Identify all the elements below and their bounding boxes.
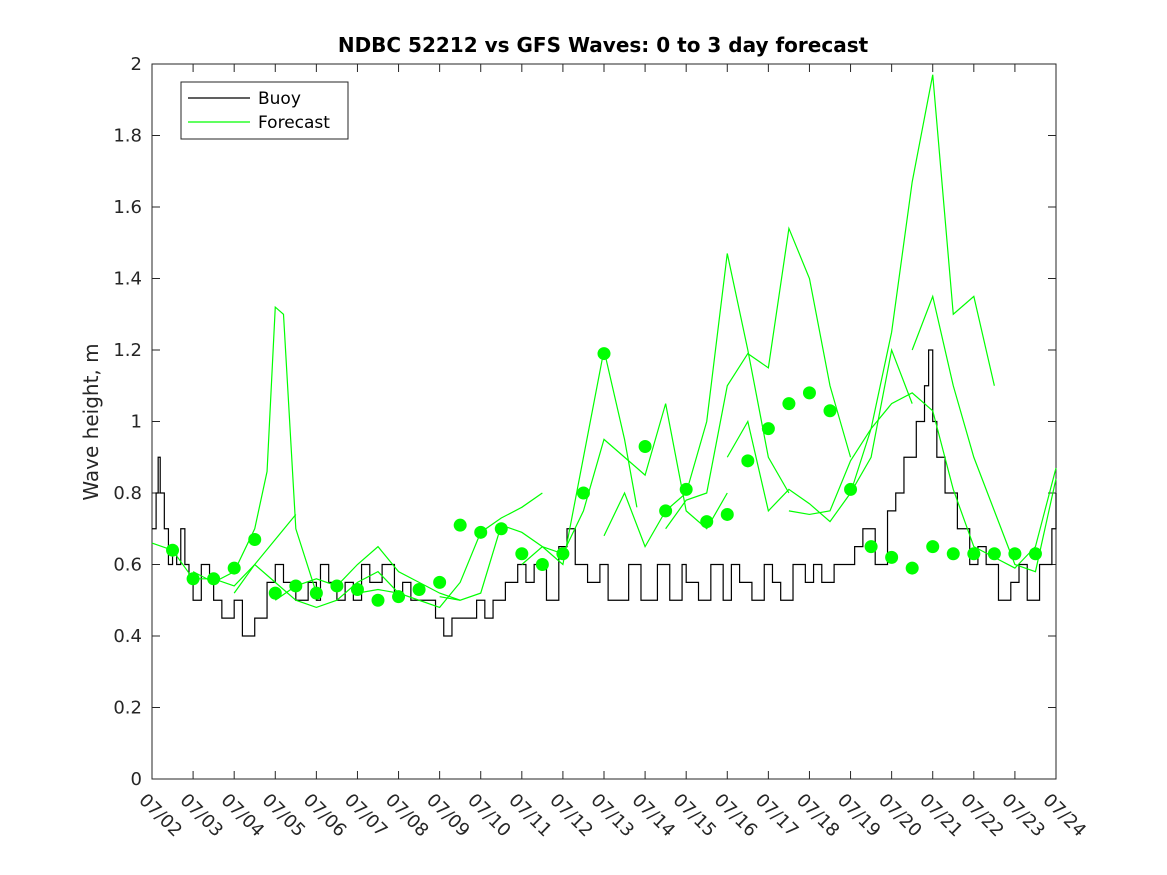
forecast-marker (967, 547, 981, 561)
x-tick-label: 07/17 (751, 790, 803, 842)
x-tick-label: 07/24 (1038, 790, 1090, 842)
forecast-series-line-6 (521, 403, 728, 565)
x-tick-label: 07/19 (833, 790, 885, 842)
forecast-marker (700, 515, 714, 529)
legend-label-forecast: Forecast (258, 113, 330, 133)
forecast-series-line-12 (911, 294, 1057, 573)
forecast-series-line-3 (274, 545, 461, 601)
forecast-marker (166, 543, 180, 557)
forecast-series-line-9 (726, 347, 913, 523)
chart-title: NDBC 52212 vs GFS Waves: 0 to 3 day fore… (338, 33, 869, 57)
forecast-marker (371, 593, 385, 607)
forecast-marker (474, 525, 488, 539)
x-tick-label: 07/23 (997, 790, 1049, 842)
forecast-marker (638, 440, 652, 454)
x-tick-label: 07/20 (874, 790, 926, 842)
forecast-marker (412, 583, 426, 597)
forecast-marker (330, 579, 344, 593)
forecast-marker (761, 422, 775, 436)
forecast-marker (720, 507, 734, 521)
forecast-marker (905, 561, 919, 575)
forecast-marker (556, 547, 570, 561)
forecast-marker (926, 540, 940, 554)
forecast-marker (1028, 547, 1042, 561)
forecast-marker (207, 572, 221, 586)
forecast-marker (535, 558, 549, 571)
forecast-marker (268, 586, 282, 600)
forecast-series-line-2 (233, 563, 399, 609)
forecast-marker (823, 404, 837, 418)
x-tick-label: 07/12 (545, 790, 597, 842)
x-tick-label: 07/21 (915, 790, 967, 842)
x-tick-label: 07/05 (258, 790, 310, 842)
x-tick-label: 07/09 (422, 790, 474, 842)
y-axis-label: Wave height, m (79, 343, 103, 500)
forecast-marker (864, 540, 878, 554)
forecast-marker (659, 504, 673, 518)
x-tick-label: 07/07 (340, 790, 392, 842)
y-tick-label: 1.4 (113, 269, 142, 290)
x-tick-label: 07/14 (628, 790, 680, 842)
forecast-marker (453, 518, 467, 532)
forecast-marker (392, 590, 406, 604)
legend-box (180, 81, 349, 140)
forecast-marker (946, 547, 960, 561)
forecast-marker (844, 482, 858, 496)
x-tick-label: 07/08 (381, 790, 433, 842)
forecast-marker (741, 454, 755, 468)
y-tick-label: 2 (131, 54, 142, 75)
legend: Buoy Forecast (180, 81, 349, 140)
forecast-series-line-11 (849, 392, 1057, 569)
forecast-series-line-8 (665, 226, 852, 530)
x-tick-label: 07/13 (586, 790, 638, 842)
x-tick-label: 07/15 (669, 790, 721, 842)
forecast-marker (679, 482, 693, 496)
forecast-marker (494, 522, 508, 536)
y-tick-label: 1.8 (113, 126, 142, 147)
forecast-marker (987, 547, 1001, 561)
y-tick-label: 1.6 (113, 197, 142, 218)
forecast-marker (433, 575, 447, 589)
forecast-series-line-7 (603, 253, 790, 549)
forecast-marker (576, 486, 590, 500)
forecast-series-line-10 (788, 74, 995, 516)
x-tick-label: 07/04 (217, 790, 269, 842)
forecast-series-line-4 (357, 492, 543, 609)
forecast-series-line-1 (192, 305, 317, 594)
x-tick-label: 07/06 (299, 790, 351, 842)
y-tick-label: 0.4 (113, 626, 142, 647)
legend-label-buoy: Buoy (258, 89, 301, 109)
forecast-marker (289, 579, 303, 593)
x-tick-label: 07/10 (463, 790, 515, 842)
x-tick-label: 07/03 (176, 790, 228, 842)
forecast-marker (802, 386, 816, 400)
x-tick-label: 07/11 (504, 790, 556, 842)
y-tick-label: 0.6 (113, 555, 142, 576)
y-tick-label: 1.2 (113, 340, 142, 361)
forecast-marker (309, 586, 323, 600)
forecast-marker (515, 547, 529, 561)
y-tick-label: 0.8 (113, 483, 142, 504)
forecast-marker (782, 397, 796, 411)
plot-area: 00.20.40.60.811.21.41.61.8207/0207/0307/… (113, 54, 1090, 841)
forecast-marker (227, 561, 241, 575)
x-tick-label: 07/22 (956, 790, 1008, 842)
forecast-marker (1008, 547, 1022, 561)
forecast-marker (248, 532, 262, 546)
forecast-marker (885, 550, 899, 564)
y-tick-label: 0 (131, 769, 142, 790)
forecast-marker (186, 572, 200, 586)
x-tick-label: 07/18 (792, 790, 844, 842)
y-tick-label: 0.2 (113, 698, 142, 719)
y-tick-label: 1 (131, 412, 142, 433)
forecast-marker (350, 583, 364, 597)
buoy-series-line (152, 349, 1057, 637)
x-tick-label: 07/16 (710, 790, 762, 842)
forecast-marker (597, 347, 611, 361)
x-tick-label: 07/02 (134, 790, 186, 842)
